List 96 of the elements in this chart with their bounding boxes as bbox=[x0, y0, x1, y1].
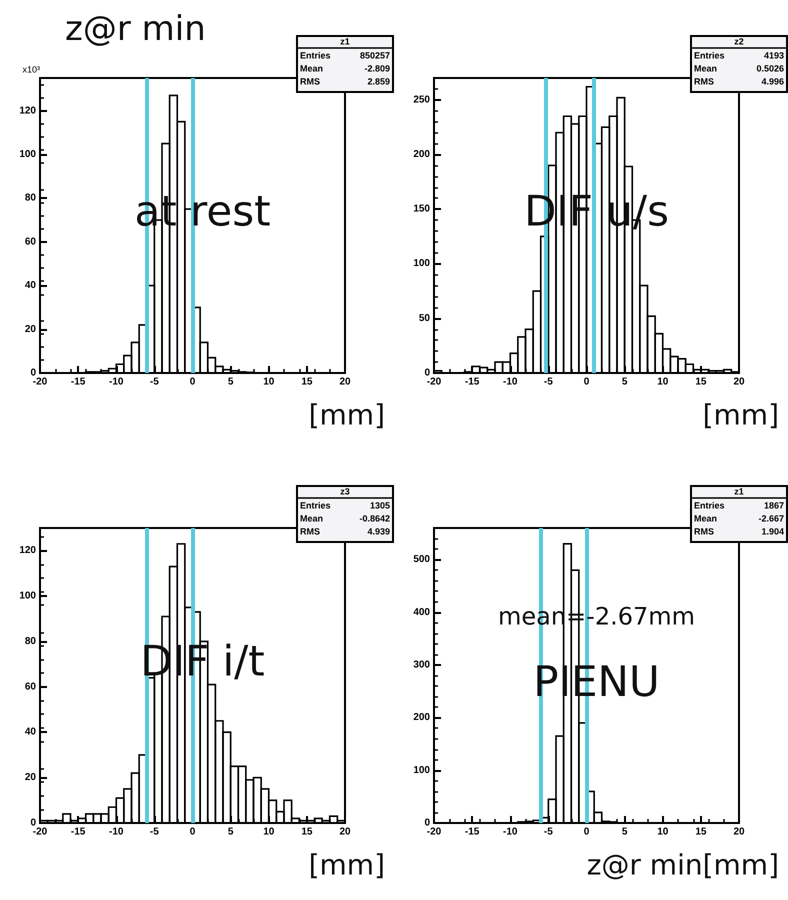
x-tick-label: -15 bbox=[70, 376, 86, 388]
x-tick-label: 0 bbox=[190, 376, 196, 388]
x-tick-label: 20 bbox=[339, 826, 351, 838]
text: -2.667 bbox=[758, 514, 784, 524]
text: z1 bbox=[340, 36, 350, 46]
x-tick-label: -5 bbox=[150, 826, 160, 838]
y-tick-label: 100 bbox=[19, 148, 36, 160]
text: Entries bbox=[694, 500, 725, 510]
y-tick-label: 40 bbox=[24, 280, 36, 292]
text: 1867 bbox=[764, 500, 784, 510]
text: 850257 bbox=[360, 50, 390, 60]
text: 4.939 bbox=[367, 526, 390, 536]
x-tick-label: -10 bbox=[503, 826, 518, 838]
x-tick-label: -5 bbox=[544, 376, 554, 388]
x-tick-label: -15 bbox=[464, 826, 480, 838]
y-tick-label: 50 bbox=[418, 312, 430, 324]
y-tick-label: 80 bbox=[24, 192, 36, 204]
y-tick-label: 80 bbox=[24, 636, 36, 647]
text: z1 bbox=[734, 486, 744, 496]
y-tick-label: 60 bbox=[24, 681, 36, 692]
x-tick-label: 20 bbox=[733, 376, 745, 388]
text: Entries bbox=[300, 500, 331, 510]
text: z2 bbox=[734, 36, 744, 46]
text: Entries bbox=[300, 50, 331, 60]
x-axis-title: [mm] bbox=[308, 398, 385, 432]
x-tick-label: 5 bbox=[228, 376, 234, 388]
y-tick-label: 0 bbox=[30, 818, 36, 828]
y-tick-label: 500 bbox=[413, 554, 430, 566]
text: 0.5026 bbox=[756, 64, 784, 74]
x-axis-title: [mm] bbox=[702, 398, 779, 432]
x-tick-label: 20 bbox=[339, 376, 351, 388]
y-tick-label: 150 bbox=[413, 204, 430, 215]
y-tick-label: 200 bbox=[413, 148, 430, 160]
y-tick-label: 300 bbox=[413, 659, 430, 670]
text: 2.859 bbox=[367, 76, 390, 86]
x-tick-label: 5 bbox=[622, 376, 628, 388]
y-axis-title: x10³ bbox=[22, 64, 40, 74]
x-tick-label: -10 bbox=[503, 376, 518, 388]
x-tick-label: 5 bbox=[622, 826, 628, 838]
x-tick-label: -10 bbox=[109, 826, 124, 838]
y-tick-label: 0 bbox=[424, 368, 430, 378]
y-tick-label: 60 bbox=[24, 236, 36, 248]
text: Mean bbox=[300, 514, 324, 524]
x-tick-label: 15 bbox=[695, 826, 707, 838]
x-tick-label: 0 bbox=[190, 826, 196, 838]
x-axis-title: z@r min[mm] bbox=[586, 848, 779, 882]
x-tick-label: -20 bbox=[32, 376, 48, 388]
y-tick-label: 0 bbox=[424, 818, 430, 828]
x-tick-label: 10 bbox=[657, 826, 669, 838]
x-tick-label: 15 bbox=[695, 376, 707, 388]
x-tick-label: 15 bbox=[301, 376, 313, 388]
text: Mean bbox=[300, 64, 324, 74]
x-tick-label: -15 bbox=[464, 376, 480, 388]
y-tick-label: 250 bbox=[413, 94, 430, 106]
text: 1305 bbox=[370, 500, 390, 510]
y-tick-label: 100 bbox=[413, 764, 430, 776]
x-tick-label: 0 bbox=[584, 376, 590, 388]
annotation: RMS bbox=[694, 76, 714, 86]
y-tick-label: 40 bbox=[24, 726, 36, 738]
x-tick-label: -15 bbox=[70, 826, 86, 838]
y-tick-label: 20 bbox=[24, 772, 36, 784]
text: 4.996 bbox=[761, 76, 784, 86]
y-tick-label: 120 bbox=[19, 105, 36, 116]
text: -0.8642 bbox=[359, 514, 390, 524]
annotation: RMS bbox=[300, 526, 320, 536]
annotation: RMS bbox=[300, 76, 320, 86]
x-tick-label: -20 bbox=[426, 376, 442, 388]
chart-title: z@r min bbox=[65, 9, 206, 49]
x-tick-label: -5 bbox=[544, 826, 554, 838]
y-tick-label: 20 bbox=[24, 324, 36, 335]
y-tick-label: 100 bbox=[413, 258, 430, 270]
x-tick-label: -10 bbox=[109, 376, 124, 388]
text: 4193 bbox=[764, 50, 784, 60]
x-tick-label: -20 bbox=[426, 826, 442, 838]
y-tick-label: 120 bbox=[19, 545, 36, 556]
annotation: RMS bbox=[694, 526, 714, 536]
text: Mean bbox=[694, 64, 718, 74]
text: 1.904 bbox=[761, 526, 784, 536]
x-tick-label: 0 bbox=[584, 826, 590, 838]
y-tick-label: 100 bbox=[19, 590, 36, 602]
text: Entries bbox=[694, 50, 725, 60]
x-axis-title: [mm] bbox=[308, 848, 385, 882]
y-tick-label: 200 bbox=[413, 712, 430, 724]
x-tick-label: 15 bbox=[301, 826, 313, 838]
text: -2.809 bbox=[364, 64, 390, 74]
x-tick-label: -20 bbox=[32, 826, 48, 838]
y-tick-label: 400 bbox=[413, 606, 430, 618]
text: Mean bbox=[694, 514, 718, 524]
x-tick-label: -5 bbox=[150, 376, 160, 388]
x-tick-label: 5 bbox=[228, 826, 234, 838]
text: z3 bbox=[340, 486, 350, 496]
x-tick-label: 10 bbox=[657, 376, 669, 388]
x-tick-label: 20 bbox=[733, 826, 745, 838]
x-tick-label: 10 bbox=[263, 826, 275, 838]
y-tick-label: 0 bbox=[30, 368, 36, 378]
x-tick-label: 10 bbox=[263, 376, 275, 388]
